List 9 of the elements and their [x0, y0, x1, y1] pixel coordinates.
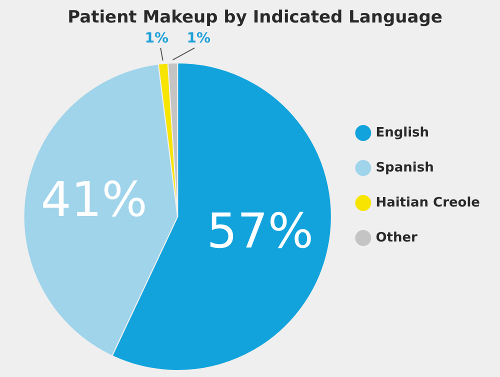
data-label: 57% [206, 204, 314, 260]
legend-label: English [376, 125, 430, 140]
data-label: 41% [40, 172, 148, 228]
chart-title: Patient Makeup by Indicated Language [68, 8, 442, 28]
legend-label: Other [376, 230, 418, 246]
data-label: 1% [186, 30, 210, 47]
legend-label: Haitian Creole [376, 195, 480, 210]
data-label: 1% [144, 30, 168, 47]
legend-label: Spanish [376, 160, 434, 176]
